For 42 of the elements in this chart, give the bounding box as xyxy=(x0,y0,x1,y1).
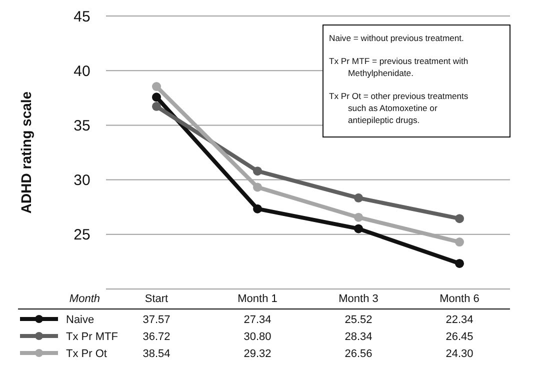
x-tick-label: Month 1 xyxy=(238,293,278,305)
y-tick-label: 40 xyxy=(74,62,90,80)
point xyxy=(354,193,363,202)
data-label: 26.45 xyxy=(446,331,474,343)
point xyxy=(455,238,464,247)
y-tick-label: 45 xyxy=(74,8,90,26)
data-label: 38.54 xyxy=(142,348,170,360)
point xyxy=(152,92,161,102)
data-label: 22.34 xyxy=(446,314,474,326)
data-label: 37.57 xyxy=(142,314,170,326)
point xyxy=(253,182,262,192)
point xyxy=(253,166,262,176)
annotation: Tx Pr MTF = previous treatment with Methylphenidate. xyxy=(329,56,468,78)
point xyxy=(354,212,363,222)
point xyxy=(455,214,464,224)
data-label: 24.30 xyxy=(446,348,474,360)
y-tick-label: 25 xyxy=(74,226,90,244)
x-tick-label: Month 3 xyxy=(338,293,378,305)
x-tick-label: Start xyxy=(144,293,168,305)
y-tick-label: 35 xyxy=(74,117,90,134)
data-label: 26.56 xyxy=(344,348,372,360)
data-label: 36.72 xyxy=(142,331,170,343)
data-label: 30.80 xyxy=(244,331,272,343)
x-tick-label: Month 6 xyxy=(440,293,480,305)
legend-label: Tx Pr Ot xyxy=(66,348,107,360)
point xyxy=(253,204,262,214)
legend-label: Naive xyxy=(66,314,94,326)
annotation: Naive = without previous treatment. xyxy=(329,33,464,43)
y-axis-title: ADHD rating scale xyxy=(18,91,34,214)
data-label: 29.32 xyxy=(244,348,272,360)
legend-label: Tx Pr MTF xyxy=(66,331,118,343)
point xyxy=(152,102,161,111)
point xyxy=(455,258,464,268)
point xyxy=(354,224,363,234)
note-box: Naive = without previous treatment. Tx Pr MTF = previous treatment with Methylphenidate. Tx Pr Ot = other previous treatments such as Atomoxetine or antiepileptic drugs. xyxy=(322,24,510,138)
data-label: 25.52 xyxy=(344,314,372,326)
data-label: 28.34 xyxy=(344,331,372,343)
y-tick-label: 30 xyxy=(74,172,90,190)
annotation: Tx Pr Ot = other previous treatments such as Atomoxetine or antiepileptic drugs. xyxy=(329,91,468,125)
point xyxy=(152,82,161,92)
data-label: 27.34 xyxy=(244,314,272,326)
x-axis-title: Month xyxy=(69,293,100,305)
